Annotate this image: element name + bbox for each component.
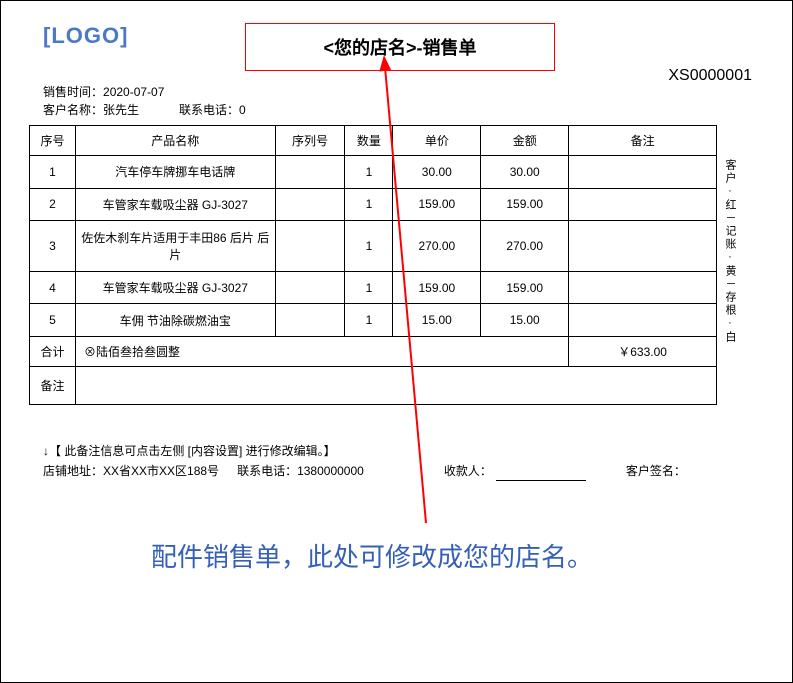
cell-serial — [275, 156, 345, 189]
document-page: [LOGO] <您的店名>-销售单 销售时间：2020-07-07 客户名称：张… — [0, 0, 793, 683]
cell-qty: 1 — [345, 304, 393, 337]
cell-name: 车管家车载吸尘器 GJ-3027 — [75, 188, 275, 221]
cell-name: 佐佐木刹车片适用于丰田86 后片 后片 — [75, 221, 275, 272]
table-wrap: 序号 产品名称 序列号 数量 单价 金额 备注 1汽车停车牌挪车电话牌130.0… — [29, 125, 764, 405]
table-row: 4车管家车载吸尘器 GJ-30271159.00159.00 — [30, 271, 717, 304]
cell-name: 车管家车载吸尘器 GJ-3027 — [75, 271, 275, 304]
col-serial: 序列号 — [275, 126, 345, 156]
cell-serial — [275, 304, 345, 337]
cell-serial — [275, 188, 345, 221]
cell-name: 汽车停车牌挪车电话牌 — [75, 156, 275, 189]
note-label: 备注 — [30, 367, 76, 405]
cell-seq: 5 — [30, 304, 76, 337]
col-qty: 数量 — [345, 126, 393, 156]
header: [LOGO] <您的店名>-销售单 — [29, 23, 764, 83]
note-cell — [75, 367, 716, 405]
annotation-caption: 配件销售单，此处可修改成您的店名。 — [151, 537, 593, 574]
col-seq: 序号 — [30, 126, 76, 156]
receiver-field: 收款人： — [444, 461, 586, 481]
cell-serial — [275, 221, 345, 272]
col-price: 单价 — [393, 126, 481, 156]
shop-address: 店铺地址：XX省XX市XX区188号 — [43, 461, 219, 481]
cell-remark — [569, 188, 717, 221]
cell-qty: 1 — [345, 271, 393, 304]
cell-price: 270.00 — [393, 221, 481, 272]
cell-amount: 15.00 — [481, 304, 569, 337]
table-header-row: 序号 产品名称 序列号 数量 单价 金额 备注 — [30, 126, 717, 156]
contact-phone: 联系电话：0 — [179, 101, 246, 119]
cell-seq: 1 — [30, 156, 76, 189]
cell-amount: 270.00 — [481, 221, 569, 272]
meta-block: 销售时间：2020-07-07 客户名称：张先生 联系电话：0 — [43, 83, 764, 119]
cell-seq: 2 — [30, 188, 76, 221]
cell-amount: 30.00 — [481, 156, 569, 189]
logo-placeholder: [LOGO] — [43, 23, 128, 49]
cell-price: 30.00 — [393, 156, 481, 189]
col-amount: 金额 — [481, 126, 569, 156]
cell-name: 车佣 节油除碳燃油宝 — [75, 304, 275, 337]
cell-serial — [275, 271, 345, 304]
sales-table: 序号 产品名称 序列号 数量 单价 金额 备注 1汽车停车牌挪车电话牌130.0… — [29, 125, 717, 405]
customer-name: 客户名称：张先生 — [43, 101, 139, 119]
side-note-vertical: 客户·红－记账·黄－存根·白 — [717, 125, 737, 405]
cell-remark — [569, 221, 717, 272]
total-row: 合计⊗陆佰叁拾叁圆整￥633.00 — [30, 337, 717, 367]
table-row: 5车佣 节油除碳燃油宝115.0015.00 — [30, 304, 717, 337]
footer-block: ↓【 此备注信息可点击左侧 [内容设置] 进行修改编辑。】 店铺地址：XX省XX… — [43, 441, 764, 481]
cell-amount: 159.00 — [481, 188, 569, 221]
cell-qty: 1 — [345, 221, 393, 272]
cell-remark — [569, 271, 717, 304]
cell-remark — [569, 156, 717, 189]
note-row: 备注 — [30, 367, 717, 405]
total-label: 合计 — [30, 337, 76, 367]
document-title: <您的店名>-销售单 — [323, 34, 476, 60]
table-row: 1汽车停车牌挪车电话牌130.0030.00 — [30, 156, 717, 189]
total-amount: ￥633.00 — [569, 337, 717, 367]
sales-time: 销售时间：2020-07-07 — [43, 83, 164, 101]
cell-remark — [569, 304, 717, 337]
customer-sign-field: 客户签名： — [626, 461, 686, 481]
col-name: 产品名称 — [75, 126, 275, 156]
cell-price: 159.00 — [393, 271, 481, 304]
cell-seq: 4 — [30, 271, 76, 304]
order-number: XS0000001 — [668, 67, 752, 85]
cell-qty: 1 — [345, 188, 393, 221]
cell-seq: 3 — [30, 221, 76, 272]
title-box: <您的店名>-销售单 — [245, 23, 555, 71]
col-remark: 备注 — [569, 126, 717, 156]
total-words: ⊗陆佰叁拾叁圆整 — [75, 337, 568, 367]
cell-qty: 1 — [345, 156, 393, 189]
shop-phone: 联系电话：1380000000 — [237, 461, 364, 481]
footer-note: ↓【 此备注信息可点击左侧 [内容设置] 进行修改编辑。】 — [43, 441, 764, 461]
table-row: 2车管家车载吸尘器 GJ-30271159.00159.00 — [30, 188, 717, 221]
cell-amount: 159.00 — [481, 271, 569, 304]
cell-price: 15.00 — [393, 304, 481, 337]
table-row: 3佐佐木刹车片适用于丰田86 后片 后片1270.00270.00 — [30, 221, 717, 272]
cell-price: 159.00 — [393, 188, 481, 221]
